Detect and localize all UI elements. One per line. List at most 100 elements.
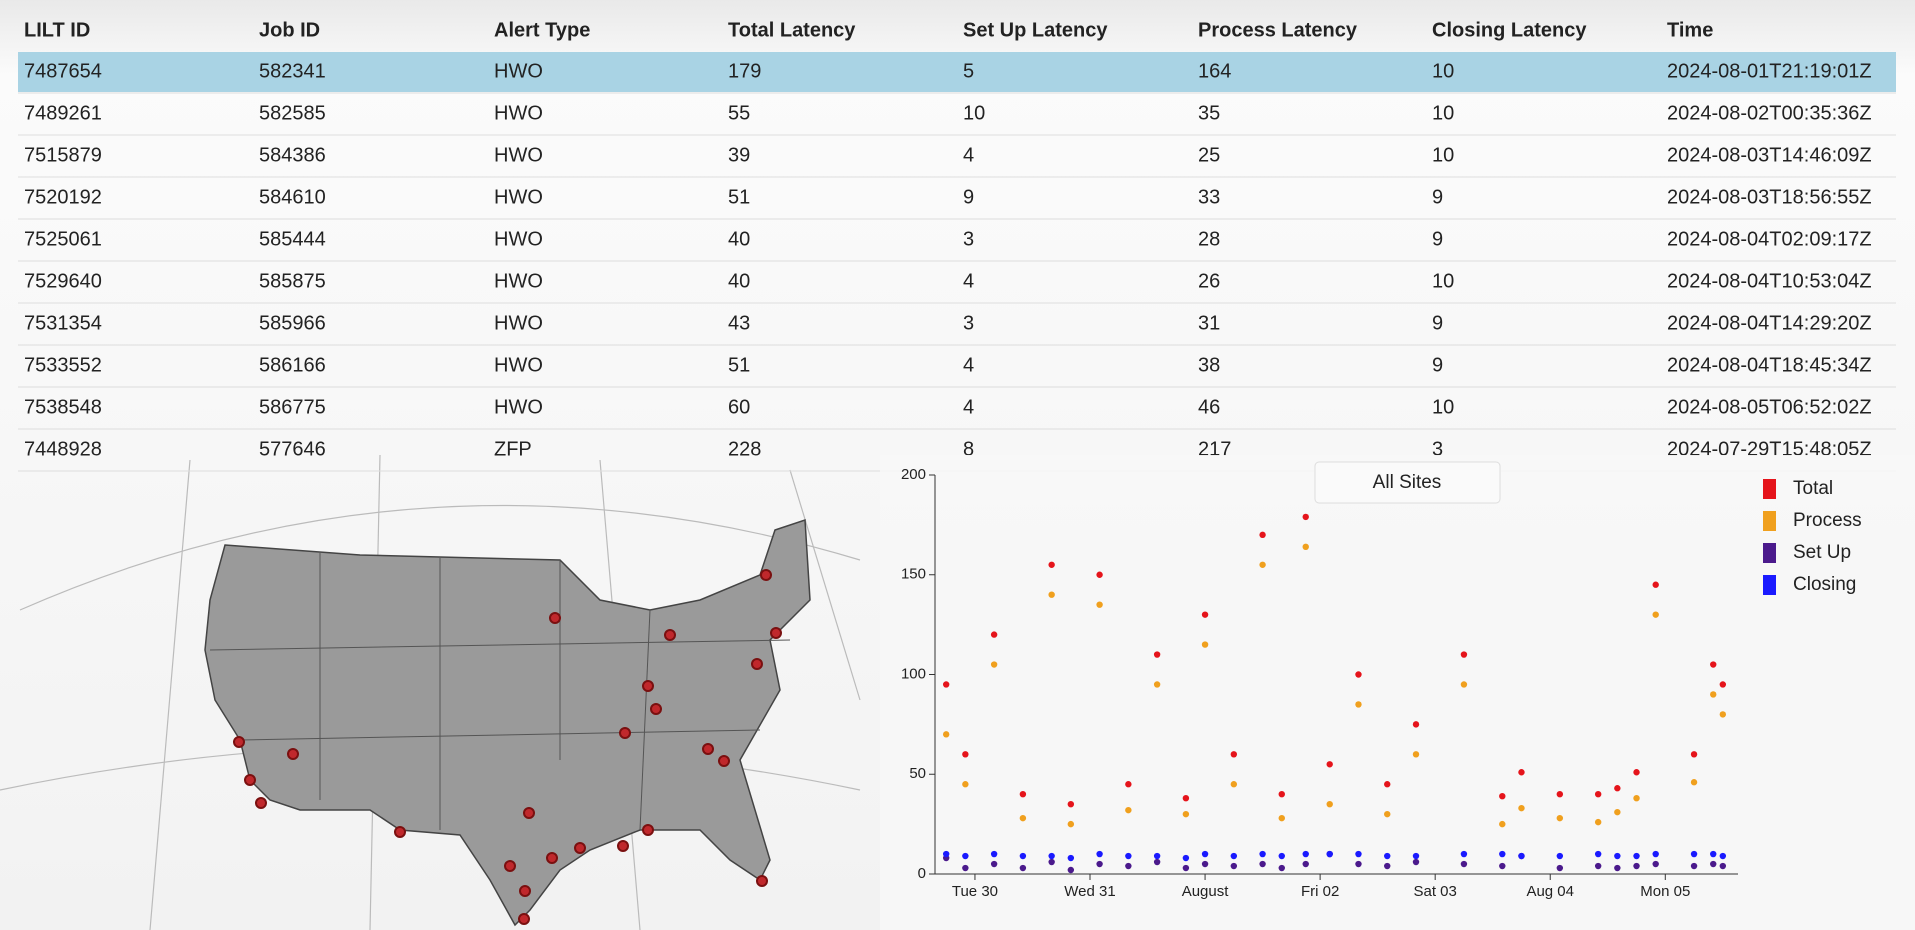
data-point (1633, 794, 1640, 802)
table-cell: 10 (1432, 270, 1454, 292)
table-cell: 582585 (259, 102, 326, 124)
data-point (1710, 860, 1717, 868)
table-cell: 35 (1198, 102, 1220, 124)
legend-swatch (1763, 479, 1776, 499)
table-cell: 3 (963, 312, 974, 334)
table-cell: 7520192 (24, 186, 102, 208)
y-tick-label: 150 (901, 566, 926, 583)
table-cell: 2024-08-03T18:56:55Z (1667, 186, 1872, 208)
data-point (1278, 864, 1285, 872)
map (0, 454, 861, 930)
table-cell: 7538548 (24, 396, 102, 418)
data-point (1182, 864, 1190, 872)
table-cell: HWO (494, 312, 543, 334)
data-point (1096, 601, 1103, 608)
x-tick-label: August (1182, 883, 1230, 900)
data-point (1125, 852, 1132, 860)
data-point (1230, 852, 1238, 860)
table-cell: 9 (1432, 312, 1443, 334)
data-point (1652, 611, 1659, 618)
data-point (1460, 651, 1468, 658)
data-point (1499, 792, 1506, 800)
filter-button-box[interactable] (1314, 461, 1501, 504)
data-point (1614, 864, 1621, 872)
table-cell: 10 (963, 102, 985, 124)
table-cell: 33 (1198, 186, 1220, 208)
data-point (1412, 751, 1420, 758)
y-tick-label: 0 (918, 865, 926, 882)
data-point (942, 731, 950, 738)
data-point (962, 852, 969, 860)
data-point (1259, 850, 1266, 858)
data-point (1326, 850, 1333, 858)
data-point (962, 864, 969, 872)
column-header: Total Latency (728, 19, 856, 41)
data-point (1355, 701, 1362, 708)
table-cell: 31 (1198, 312, 1220, 334)
column-header: Alert Type (494, 19, 590, 41)
data-point (1153, 651, 1161, 658)
data-point (1048, 852, 1055, 860)
data-point (1182, 854, 1190, 862)
data-point (1278, 814, 1285, 822)
table-cell: 9 (963, 186, 974, 208)
data-point (1230, 862, 1238, 870)
table-cell: 38 (1198, 354, 1220, 376)
legend-swatch (1763, 511, 1776, 531)
data-point (1201, 850, 1209, 858)
table-cell: 585875 (259, 270, 326, 292)
table-cell: 7489261 (24, 102, 102, 124)
table-cell: 2024-08-04T02:09:17Z (1667, 228, 1872, 250)
data-point (1096, 850, 1103, 858)
data-point (1067, 866, 1075, 874)
data-point (1153, 858, 1161, 866)
data-point (1652, 850, 1659, 858)
table-cell: 2024-08-03T14:46:09Z (1667, 144, 1872, 166)
data-point (1019, 864, 1027, 872)
data-point (1719, 681, 1727, 688)
table-cell: 3 (1432, 438, 1443, 460)
filter-button[interactable]: All Sites (1373, 472, 1442, 493)
table-cell: 7533552 (24, 354, 102, 376)
table-cell: 5 (963, 60, 974, 82)
table-cell: 9 (1432, 354, 1443, 376)
data-point (1096, 571, 1103, 578)
table-cell: 584386 (259, 144, 326, 166)
data-point (1230, 781, 1238, 788)
data-point (1499, 850, 1506, 858)
data-point (1302, 513, 1309, 521)
legend-label: Process (1793, 510, 1862, 531)
data-point (1690, 751, 1698, 758)
data-point (1556, 864, 1564, 872)
data-point (1259, 561, 1266, 568)
legend-swatch (1763, 543, 1776, 563)
data-point (1259, 860, 1266, 868)
data-point (1518, 769, 1525, 776)
data-point (1302, 850, 1309, 858)
y-tick-label: 50 (909, 765, 926, 782)
data-point (1690, 850, 1698, 858)
table-cell: 2024-08-05T06:52:02Z (1667, 396, 1872, 418)
table-cell: 584610 (259, 186, 326, 208)
data-point (1460, 850, 1468, 858)
table-cell: 586166 (259, 354, 326, 376)
data-point (1594, 862, 1602, 870)
data-point (1125, 862, 1132, 870)
data-point (1355, 850, 1362, 858)
data-point (1048, 561, 1055, 568)
data-point (1067, 854, 1075, 862)
data-point (1153, 681, 1161, 688)
table-cell: 2024-08-04T10:53:04Z (1667, 270, 1872, 292)
table-cell: HWO (494, 228, 543, 250)
data-point (1710, 661, 1717, 668)
table-cell: 40 (728, 270, 750, 292)
data-point (1259, 531, 1266, 539)
data-point (1019, 852, 1027, 860)
table-cell: 164 (1198, 60, 1231, 82)
table-cell: HWO (494, 396, 543, 418)
data-point (1302, 860, 1309, 868)
data-point (1384, 862, 1391, 870)
legend-label: Total (1793, 478, 1833, 499)
data-point (1048, 591, 1055, 598)
y-tick-label: 200 (901, 466, 926, 483)
